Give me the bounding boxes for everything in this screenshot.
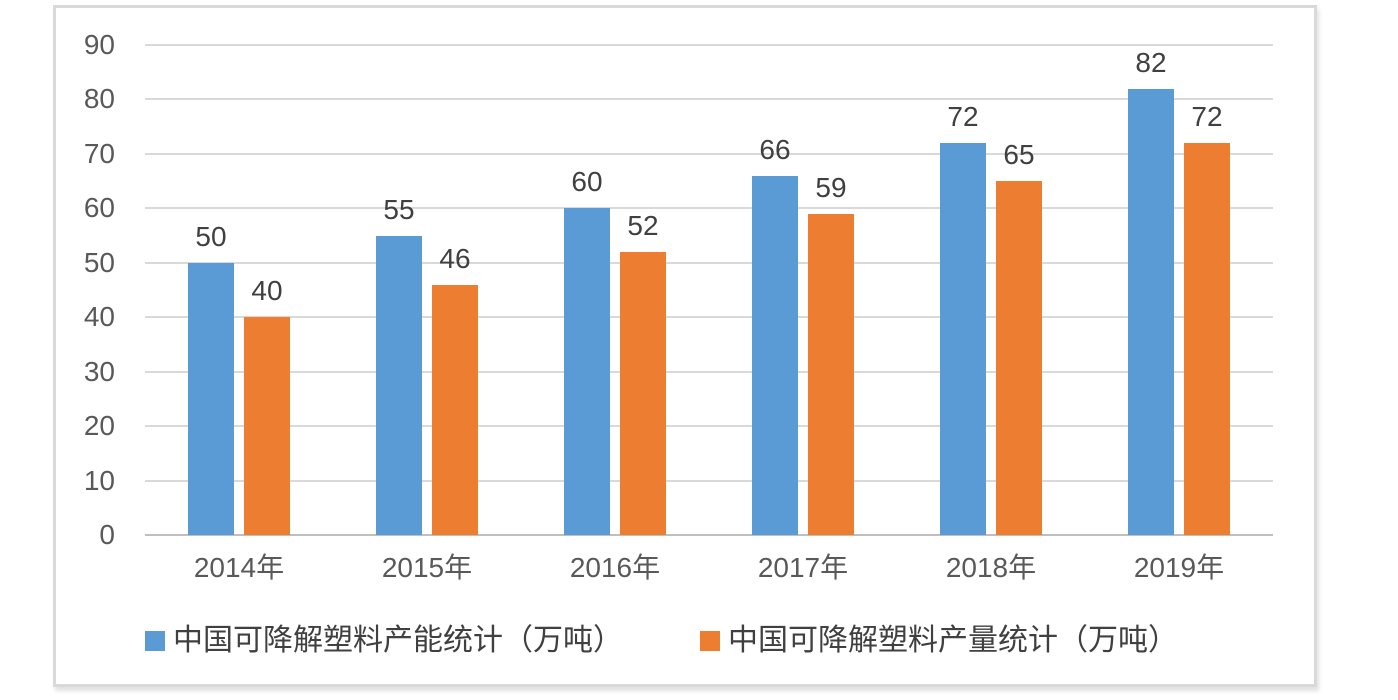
y-tick-label: 30: [83, 355, 115, 387]
gridline: [145, 44, 1273, 46]
bar-capacity-2017年: [752, 175, 798, 535]
data-label: 66: [759, 133, 791, 165]
data-label: 50: [195, 220, 227, 252]
data-label: 60: [571, 166, 603, 198]
x-axis-line: [145, 534, 1273, 536]
gridline: [145, 425, 1273, 428]
bar-output-2018年: [996, 181, 1042, 535]
x-tick-label: 2016年: [569, 552, 661, 583]
y-tick-label: 20: [83, 410, 115, 442]
data-label: 52: [627, 209, 659, 241]
data-label: 59: [815, 171, 847, 203]
x-tick-label: 2017年: [757, 552, 849, 583]
gridline: [145, 207, 1273, 210]
gridline: [145, 479, 1273, 482]
bar-capacity-2015年: [376, 235, 422, 535]
x-tick-label: 2014年: [193, 552, 285, 583]
y-tick-label: 0: [99, 519, 115, 550]
y-tick-label: 70: [83, 137, 115, 169]
bar-output-2017年: [808, 213, 854, 535]
gridline: [145, 98, 1273, 101]
bar-capacity-2018年: [940, 143, 986, 535]
data-label: 40: [251, 275, 283, 307]
legend-item-output: 中国可降解塑料产量统计（万吨）: [700, 621, 1178, 661]
bar-capacity-2016年: [564, 208, 610, 535]
gridline: [145, 152, 1273, 155]
legend-label-capacity: 中国可降解塑料产能统计（万吨）: [173, 624, 623, 657]
chart-frame: 50 55 60 66 72 82 40 46 52 59 65 72 0 10 20 30 40 50 60 70…: [53, 5, 1317, 687]
bar-output-2015年: [432, 284, 478, 535]
y-tick-label: 80: [83, 83, 115, 115]
plot-area: 50 55 60 66 72 82 40 46 52 59 65 72: [145, 44, 1273, 536]
bar-capacity-2019年: [1128, 88, 1174, 535]
data-label: 65: [1003, 139, 1035, 171]
data-label: 72: [947, 101, 979, 132]
bar-output-2016年: [620, 251, 666, 535]
data-label: 82: [1135, 46, 1167, 78]
legend-item-capacity: 中国可降解塑料产能统计（万吨）: [145, 621, 623, 661]
x-tick-label: 2019年: [1133, 552, 1225, 583]
legend-swatch-output-icon: [700, 631, 720, 651]
y-tick-label: 50: [83, 246, 115, 278]
y-tick-label: 40: [83, 301, 115, 333]
legend: 中国可降解塑料产能统计（万吨） 中国可降解塑料产量统计（万吨）: [56, 621, 1314, 661]
gridline: [145, 261, 1273, 264]
x-tick-label: 2015年: [381, 552, 473, 583]
y-tick-label: 10: [83, 464, 115, 496]
legend-label-output: 中国可降解塑料产量统计（万吨）: [728, 624, 1178, 657]
bar-output-2019年: [1184, 143, 1230, 535]
bar-output-2014年: [244, 317, 290, 535]
y-tick-label: 90: [83, 29, 115, 60]
bar-capacity-2014年: [188, 262, 234, 535]
data-label: 55: [383, 193, 415, 225]
x-tick-label: 2018年: [945, 552, 1037, 583]
data-label: 72: [1191, 101, 1223, 132]
gridline: [145, 316, 1273, 319]
legend-swatch-capacity-icon: [145, 631, 165, 651]
y-tick-label: 60: [83, 192, 115, 224]
data-label: 46: [439, 242, 471, 274]
gridline: [145, 370, 1273, 373]
